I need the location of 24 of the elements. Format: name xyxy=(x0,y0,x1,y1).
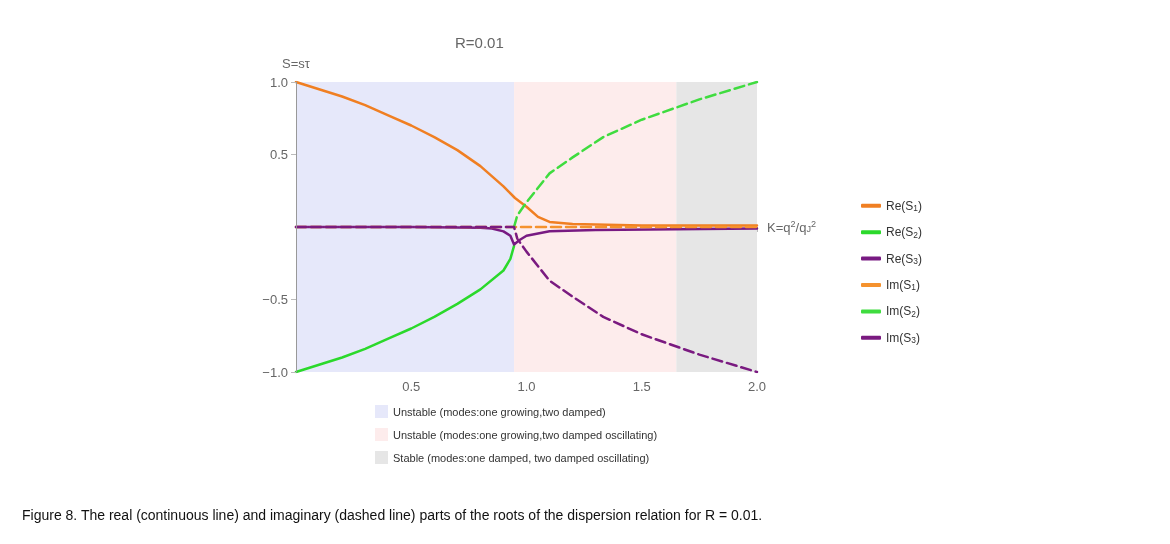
y-tick-label: −1.0 xyxy=(262,364,288,380)
legend-label: Stable (modes:one damped, two damped oscillating) xyxy=(393,451,650,464)
legend-label: Im(S1) xyxy=(886,278,920,293)
legend-label: Re(S1) xyxy=(886,198,922,214)
legend-label: Unstable (modes:one growing,two damped oscillating) xyxy=(393,428,658,441)
x-tick-label: 1.5 xyxy=(632,379,651,394)
y-tick-label: 0.5 xyxy=(269,147,288,162)
line-series xyxy=(294,80,759,227)
x-tick-label: 1.0 xyxy=(517,379,536,394)
x-tick-label: 0.5 xyxy=(402,379,421,394)
line-series xyxy=(512,80,759,229)
legend-label: Unstable (modes:one growing,two damped) xyxy=(393,405,606,418)
caption: Figure 8. The real (continuous line) and imaginary (dashed line) parts of the roots of the dispersion relation for R = 0.01. xyxy=(22,507,763,523)
y-tick-label: −0.5 xyxy=(262,292,288,307)
x-tick-label: 2.0 xyxy=(747,379,767,394)
line-series xyxy=(294,225,759,374)
chart-title: R=0.01 xyxy=(455,34,504,51)
line-series xyxy=(294,244,516,374)
legend-label: Re(S3) xyxy=(886,251,922,266)
legend-label: Re(S2) xyxy=(886,225,922,240)
y-axis-title: S=sτ xyxy=(282,56,311,71)
legend-label: Im(S2) xyxy=(886,304,920,319)
legend-label: Im(S3) xyxy=(886,330,920,346)
y-tick-label: 1.0 xyxy=(269,74,288,90)
